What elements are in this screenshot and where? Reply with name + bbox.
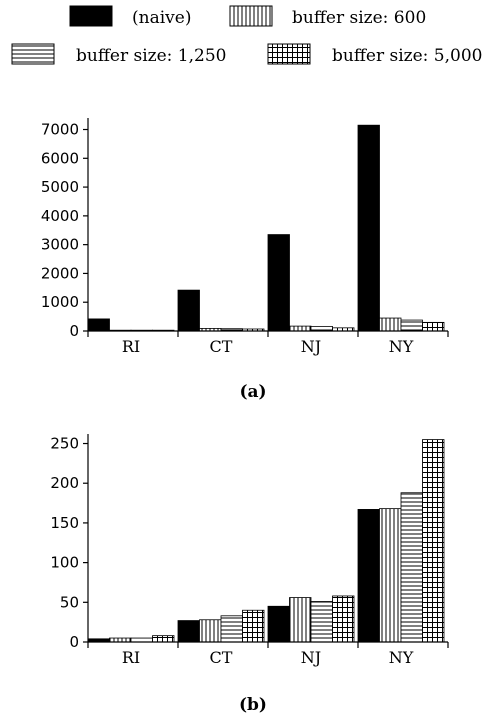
y-tick-label: 7000 — [41, 121, 79, 139]
x-category-label: CT — [210, 337, 233, 356]
x-category-label: CT — [210, 648, 233, 667]
x-category-label: NJ — [301, 337, 321, 356]
chart-b-category-labels: RI CT NJ NY — [87, 642, 449, 667]
legend-swatch-naive — [69, 5, 113, 27]
y-tick-label: 50 — [60, 593, 79, 611]
bar-naive-ct — [177, 289, 200, 332]
y-tick-label: 1000 — [41, 293, 79, 311]
bar-buffer-600-ny — [379, 317, 402, 332]
legend-label-naive: (naive) — [132, 8, 191, 28]
x-category-label: RI — [122, 648, 140, 667]
chart-b: 0 50 100 150 200 250 RI CT NJ NY (b) — [50, 434, 449, 715]
bar-naive-ct — [177, 620, 200, 643]
legend-label-buffer-5000: buffer size: 5,000 — [332, 46, 482, 66]
bar-buffer-1250-ny — [400, 319, 423, 332]
legend-label-buffer-600: buffer size: 600 — [292, 8, 426, 28]
legend-swatch-buffer-5000 — [267, 43, 311, 65]
bar-buffer-1250-ny — [400, 492, 423, 643]
chart-a-bars — [87, 124, 445, 332]
legend-swatch-buffer-600 — [229, 5, 273, 27]
chart-a-category-labels: RI CT NJ NY — [87, 331, 449, 356]
legend-item-buffer-5000: buffer size: 5,000 — [267, 43, 482, 66]
legend-item-buffer-600: buffer size: 600 — [229, 5, 426, 28]
bar-buffer-600-ny — [379, 508, 402, 643]
bar-naive-nj — [267, 605, 290, 643]
bar-buffer-5000-ct — [242, 609, 265, 643]
x-category-label: NY — [389, 337, 414, 356]
legend-item-buffer-1250: buffer size: 1,250 — [11, 43, 226, 66]
bar-buffer-600-ct — [199, 619, 222, 643]
chart-a-caption: (a) — [239, 382, 266, 402]
x-category-label: NJ — [301, 648, 321, 667]
y-tick-label: 250 — [50, 435, 79, 453]
chart-b-caption: (b) — [239, 695, 267, 715]
bar-naive-ny — [357, 509, 380, 643]
bar-naive-ny — [357, 124, 380, 332]
chart-a: 0 1000 2000 3000 4000 5000 6000 7000 RI CT NJ NY (… — [41, 118, 449, 402]
y-tick-label: 0 — [69, 633, 79, 651]
legend-item-naive: (naive) — [69, 5, 191, 28]
legend: (naive) buffer size: 600 buffer size: 1,… — [11, 5, 482, 66]
y-tick-label: 150 — [50, 514, 79, 532]
bar-buffer-1250-nj — [310, 325, 333, 332]
chart-a-y-ticks: 0 1000 2000 3000 4000 5000 6000 7000 — [41, 121, 88, 340]
y-tick-label: 5000 — [41, 178, 79, 196]
bar-buffer-600-nj — [289, 597, 312, 643]
x-category-label: RI — [122, 337, 140, 356]
bar-naive-nj — [267, 234, 290, 332]
bar-buffer-5000-ri — [152, 635, 175, 643]
bar-buffer-5000-nj — [332, 595, 355, 643]
y-tick-label: 3000 — [41, 236, 79, 254]
y-tick-label: 4000 — [41, 207, 79, 225]
bar-buffer-600-nj — [289, 325, 312, 332]
y-tick-label: 0 — [69, 322, 79, 340]
chart-b-y-ticks: 0 50 100 150 200 250 — [50, 435, 88, 651]
legend-label-buffer-1250: buffer size: 1,250 — [76, 46, 226, 66]
bar-buffer-1250-ct — [220, 615, 243, 643]
y-tick-label: 6000 — [41, 149, 79, 167]
legend-swatch-buffer-1250 — [11, 43, 55, 65]
chart-b-bars — [87, 439, 445, 643]
bar-buffer-1250-nj — [310, 601, 333, 643]
bar-buffer-5000-ny — [422, 439, 445, 643]
bar-buffer-5000-ny — [422, 321, 445, 332]
bar-naive-ri — [87, 318, 110, 332]
x-category-label: NY — [389, 648, 414, 667]
y-tick-label: 200 — [50, 474, 79, 492]
y-tick-label: 100 — [50, 554, 79, 572]
y-tick-label: 2000 — [41, 264, 79, 282]
